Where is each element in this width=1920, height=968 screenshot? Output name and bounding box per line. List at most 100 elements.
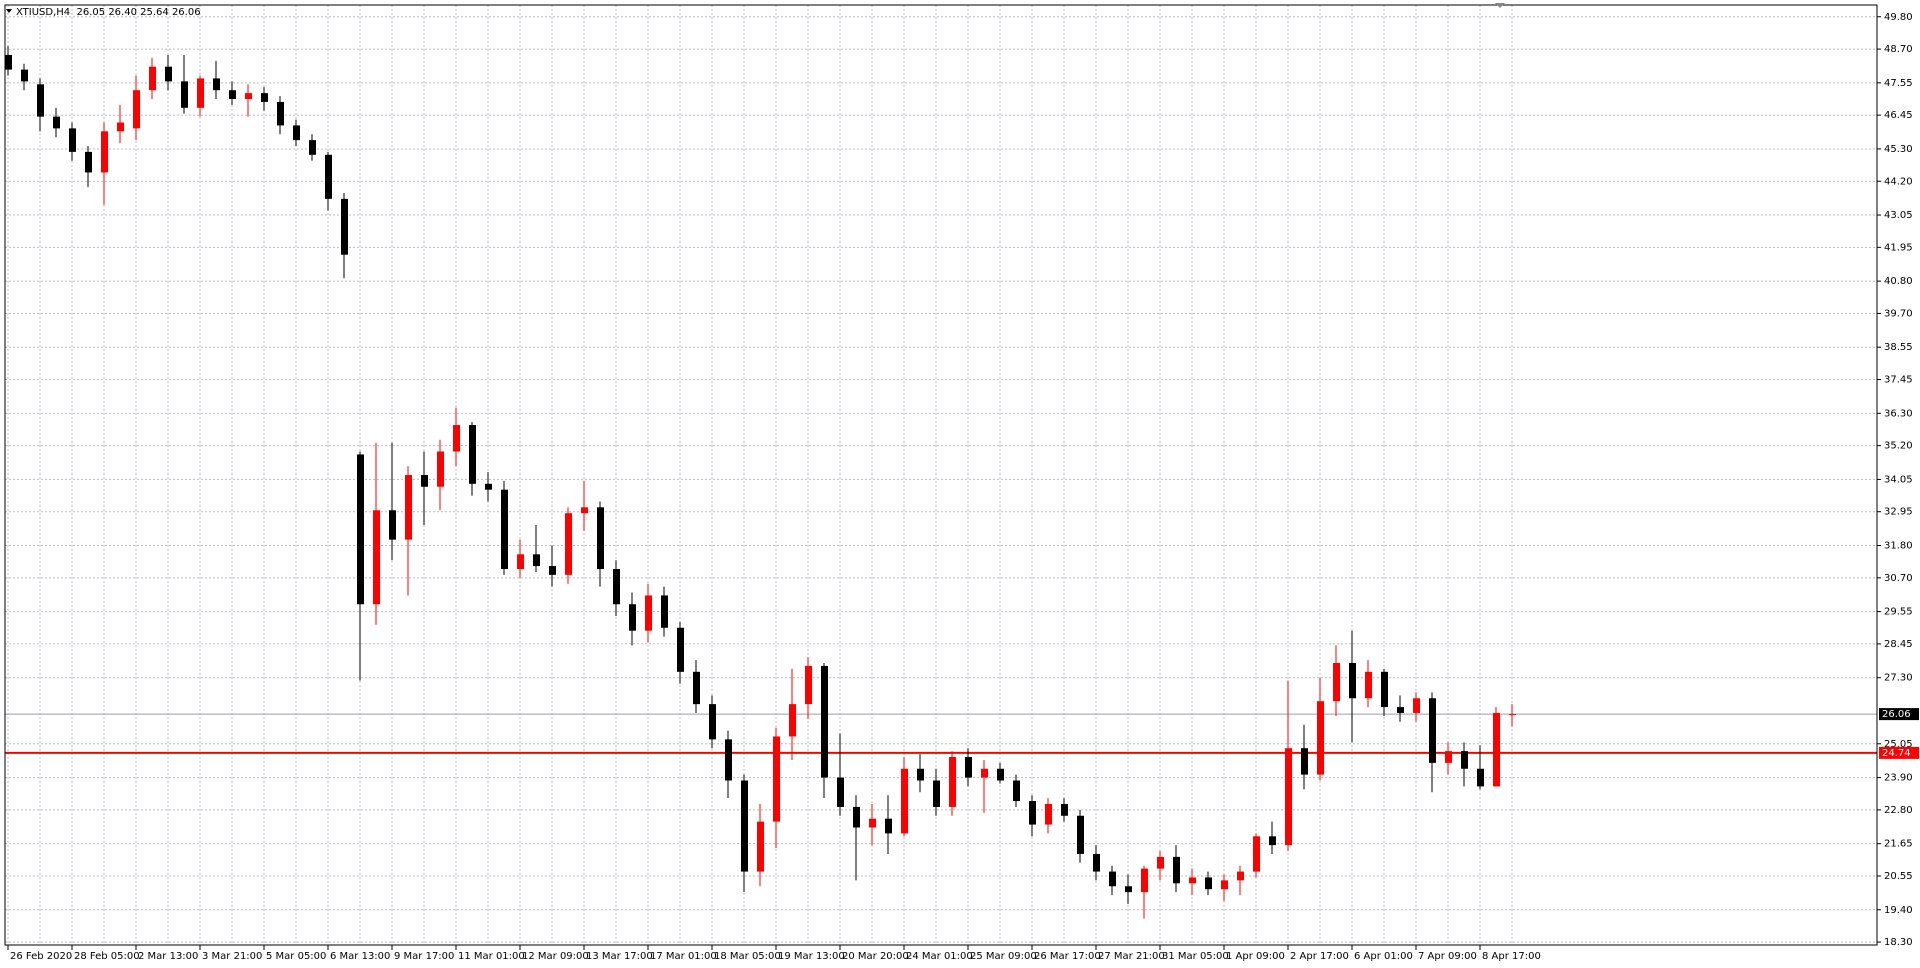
- candle-body: [469, 425, 476, 484]
- candle-body: [1301, 748, 1308, 775]
- y-tick-label: 36.30: [1884, 408, 1913, 419]
- candle-body: [389, 510, 396, 540]
- y-tick-label: 28.45: [1884, 639, 1913, 650]
- x-tick-label: 11 Mar 01:00: [458, 951, 525, 962]
- candle-body: [549, 566, 556, 575]
- candle-body: [1333, 663, 1340, 702]
- candle-body: [981, 768, 988, 778]
- y-tick-label: 21.65: [1884, 839, 1913, 850]
- x-tick-label: 2 Apr 17:00: [1290, 951, 1349, 962]
- y-tick-label: 29.55: [1884, 607, 1913, 618]
- candle-body: [1349, 663, 1356, 699]
- candle-body: [933, 780, 940, 807]
- price-label: 26.06: [1882, 709, 1911, 720]
- candle-body: [1477, 768, 1484, 787]
- candle-body: [101, 131, 108, 173]
- x-tick-label: 26 Feb 2020: [10, 951, 72, 962]
- candle-body: [1397, 707, 1404, 713]
- y-tick-label: 43.05: [1884, 210, 1913, 221]
- menu-arrow: [6, 9, 12, 13]
- candle-body: [1365, 671, 1372, 699]
- y-tick-label: 47.55: [1884, 78, 1913, 89]
- candle-body: [277, 101, 284, 126]
- x-tick-label: 1 Apr 09:00: [1226, 951, 1285, 962]
- y-tick-label: 18.30: [1884, 937, 1913, 948]
- candle-body: [1237, 871, 1244, 881]
- y-tick-label: 35.20: [1884, 441, 1913, 452]
- candle-body: [1173, 856, 1180, 884]
- x-tick-label: 27 Mar 21:00: [1098, 951, 1165, 962]
- candle-body: [1141, 868, 1148, 893]
- candle-body: [405, 475, 412, 540]
- shift-marker: [1495, 3, 1505, 8]
- candle-body: [501, 489, 508, 569]
- candle-body: [1461, 751, 1468, 769]
- candle-body: [181, 81, 188, 108]
- x-tick-label: 24 Mar 01:00: [906, 951, 973, 962]
- candle-body: [741, 780, 748, 872]
- axis-layer: 49.80 48.70 47.55 46.45 45.30 44.20 43.05 41.95…: [7, 12, 1919, 962]
- candle-body: [1045, 804, 1052, 825]
- x-tick-label: 8 Apr 17:00: [1482, 951, 1541, 962]
- y-tick-label: 32.95: [1884, 507, 1913, 518]
- x-tick-label: 12 Mar 09:00: [522, 951, 589, 962]
- candle-body: [37, 84, 44, 117]
- candle-body: [1189, 877, 1196, 884]
- candle-body: [1317, 701, 1324, 775]
- candle-body: [757, 821, 764, 872]
- candle-body: [1029, 801, 1036, 825]
- candle-body: [485, 483, 492, 490]
- candle-body: [709, 704, 716, 740]
- candle-body: [853, 806, 860, 828]
- x-tick-label: 28 Feb 05:00: [74, 951, 140, 962]
- candle-body: [677, 627, 684, 672]
- y-tick-label: 20.55: [1884, 871, 1913, 882]
- candle-body: [1125, 886, 1132, 893]
- x-tick-label: 20 Mar 20:00: [842, 951, 909, 962]
- candle-body: [69, 128, 76, 152]
- candle-body: [1429, 698, 1436, 763]
- candle-body: [1445, 751, 1452, 763]
- candle-body: [1221, 880, 1228, 890]
- y-tick-label: 22.80: [1884, 805, 1913, 816]
- price-line-layer: [5, 713, 1877, 754]
- candle-body: [197, 78, 204, 108]
- y-tick-label: 27.30: [1884, 673, 1913, 684]
- candle-body: [693, 671, 700, 705]
- candle-body: [229, 90, 236, 99]
- x-tick-label: 17 Mar 01:00: [650, 951, 717, 962]
- candle-body: [885, 818, 892, 834]
- candle-body: [213, 78, 220, 91]
- y-tick-label: 46.45: [1884, 110, 1913, 121]
- y-tick-label: 34.05: [1884, 474, 1913, 485]
- candle-body: [85, 151, 92, 173]
- candle-body: [837, 777, 844, 807]
- candle-body: [149, 66, 156, 91]
- y-tick-label: 25.05: [1884, 739, 1913, 750]
- candle-body: [1413, 698, 1420, 713]
- candle-body: [421, 475, 428, 487]
- candle-body: [725, 739, 732, 781]
- candle-body: [293, 125, 300, 141]
- y-tick-label: 19.40: [1884, 905, 1913, 916]
- x-tick-label: 13 Mar 17:00: [586, 951, 653, 962]
- candle-body: [1157, 856, 1164, 869]
- candle-body: [997, 768, 1004, 781]
- x-tick-label: 3 Mar 21:00: [202, 951, 262, 962]
- x-tick-label: 5 Mar 05:00: [266, 951, 326, 962]
- candle-body: [1061, 804, 1068, 816]
- chart-title: XTIUSD,H4 26.05 26.40 25.64 26.06: [16, 7, 201, 18]
- candle-body: [661, 595, 668, 628]
- candle-body: [869, 818, 876, 828]
- candle-body: [517, 554, 524, 569]
- candle-body: [565, 513, 572, 575]
- x-tick-label: 6 Apr 01:00: [1354, 951, 1413, 962]
- candle-body: [949, 757, 956, 807]
- y-tick-label: 40.80: [1884, 276, 1913, 287]
- candle-body: [1509, 714, 1516, 716]
- candle-layer: [5, 46, 1516, 919]
- y-tick-label: 41.95: [1884, 242, 1913, 253]
- y-tick-label: 30.70: [1884, 573, 1913, 584]
- y-tick-label: 49.80: [1884, 12, 1913, 23]
